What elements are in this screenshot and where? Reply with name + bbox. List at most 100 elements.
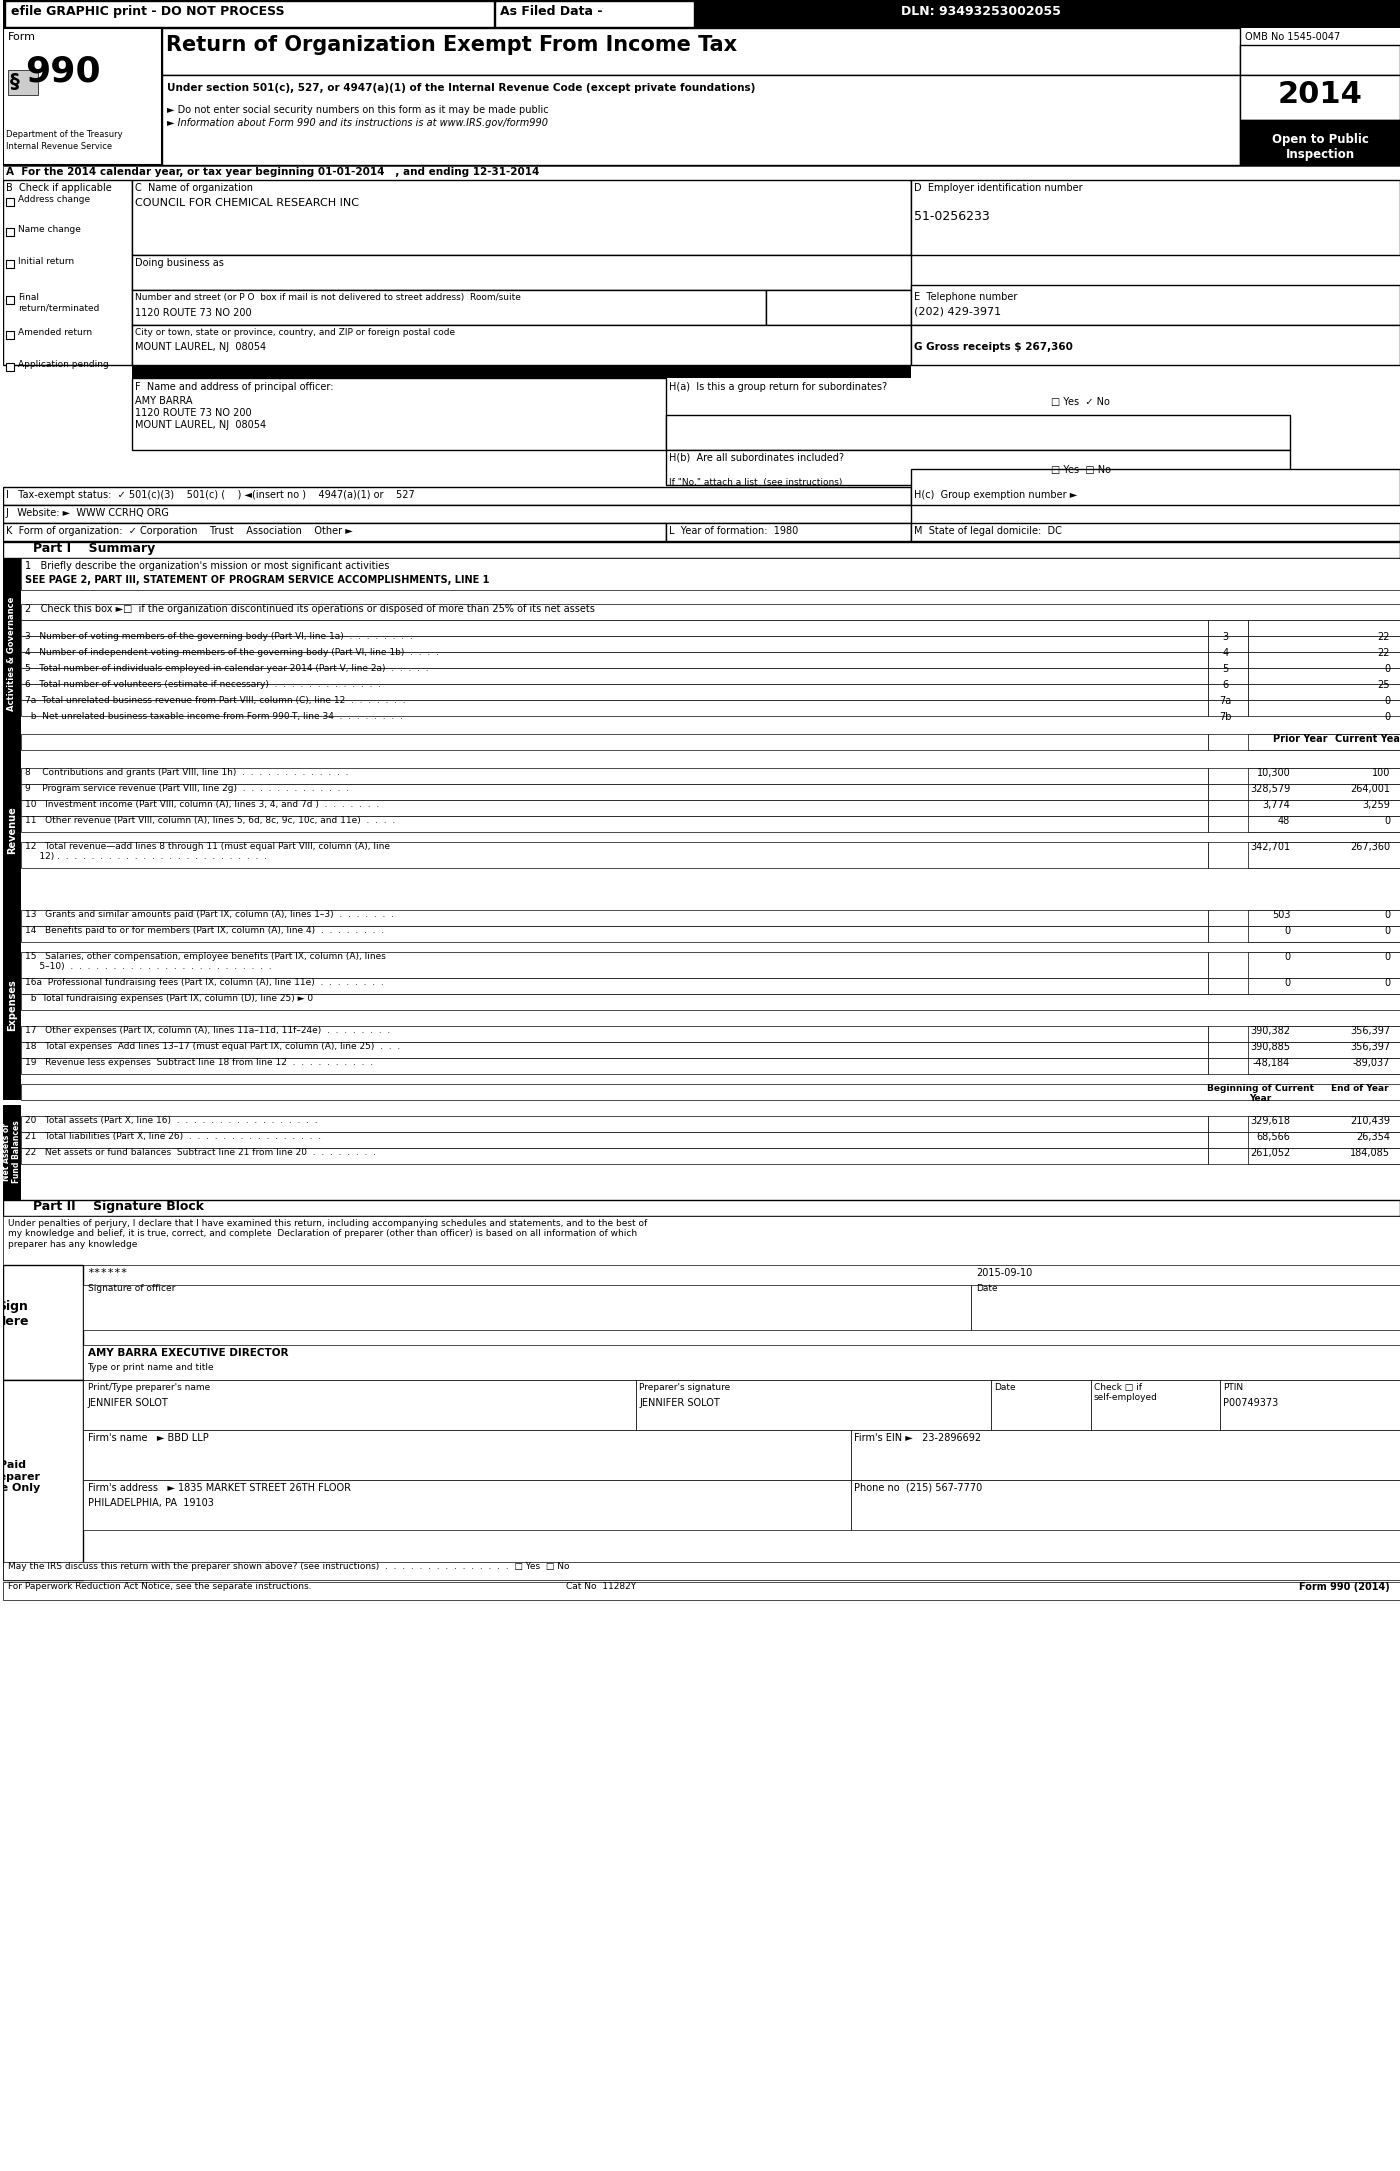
Bar: [3, 1266, 83, 1381]
Text: JENNIFER SOLOT: JENNIFER SOLOT: [88, 1398, 168, 1409]
Bar: [83, 1285, 970, 1331]
Bar: [3, 0, 1400, 28]
Text: 1   Briefly describe the organization's mission or most significant activities: 1 Briefly describe the organization's mi…: [25, 560, 389, 571]
Text: H(a)  Is this a group return for subordinates?: H(a) Is this a group return for subordin…: [669, 382, 888, 393]
Bar: [911, 180, 1400, 254]
Bar: [162, 76, 1240, 165]
Bar: [1249, 842, 1400, 868]
Text: 356,397: 356,397: [1350, 1042, 1390, 1053]
Bar: [1249, 621, 1400, 636]
Bar: [1208, 1116, 1400, 1131]
Text: 261,052: 261,052: [1250, 1148, 1291, 1157]
Text: 0: 0: [1383, 927, 1390, 936]
Text: 6: 6: [1222, 680, 1228, 690]
Bar: [1249, 734, 1400, 749]
Bar: [6, 228, 14, 237]
Bar: [1208, 910, 1400, 927]
Text: 0: 0: [1383, 697, 1390, 706]
Text: 13   Grants and similar amounts paid (Part IX, column (A), lines 1–3)  .  .  .  : 13 Grants and similar amounts paid (Part…: [25, 910, 393, 918]
Text: Part II    Signature Block: Part II Signature Block: [32, 1201, 203, 1214]
Text: Signature of officer: Signature of officer: [88, 1283, 175, 1294]
Bar: [6, 261, 14, 267]
Text: □ Yes  □ No: □ Yes □ No: [1050, 465, 1110, 475]
Text: 0: 0: [1383, 816, 1390, 825]
Text: L  Year of formation:  1980: L Year of formation: 1980: [669, 525, 798, 536]
Text: MOUNT LAUREL, NJ  08054: MOUNT LAUREL, NJ 08054: [136, 419, 266, 430]
Bar: [133, 326, 911, 365]
Text: 1120 ROUTE 73 NO 200: 1120 ROUTE 73 NO 200: [136, 408, 252, 419]
Text: 0: 0: [1383, 977, 1390, 988]
Text: May the IRS discuss this return with the preparer shown above? (see instructions: May the IRS discuss this return with the…: [8, 1561, 570, 1572]
Bar: [1249, 669, 1400, 684]
Bar: [3, 1381, 83, 1580]
Bar: [162, 28, 1240, 76]
Bar: [1208, 1148, 1400, 1164]
Text: 17   Other expenses (Part IX, column (A), lines 11a–11d, 11f–24e)  .  .  .  .  .: 17 Other expenses (Part IX, column (A), …: [25, 1027, 391, 1036]
Bar: [1249, 1116, 1400, 1131]
Text: Beginning of Current
Year: Beginning of Current Year: [1207, 1083, 1313, 1103]
Text: H(c)  Group exemption number ►: H(c) Group exemption number ►: [914, 491, 1077, 499]
Bar: [3, 1216, 1400, 1266]
Text: 26,354: 26,354: [1357, 1131, 1390, 1142]
Bar: [851, 1481, 1400, 1531]
Bar: [1249, 636, 1400, 651]
Bar: [3, 506, 911, 523]
Text: Open to Public
Inspection: Open to Public Inspection: [1271, 132, 1369, 161]
Bar: [1208, 684, 1249, 699]
Text: 184,085: 184,085: [1350, 1148, 1390, 1157]
Bar: [21, 816, 1208, 831]
Bar: [911, 523, 1400, 541]
Text: J   Website: ►  WWW CCRHQ ORG: J Website: ► WWW CCRHQ ORG: [6, 508, 169, 519]
Text: For Paperwork Reduction Act Notice, see the separate instructions.: For Paperwork Reduction Act Notice, see …: [8, 1583, 311, 1591]
Bar: [3, 910, 21, 1101]
Bar: [1249, 816, 1400, 831]
Bar: [21, 1042, 1208, 1057]
Text: 14   Benefits paid to or for members (Part IX, column (A), line 4)  .  .  .  .  : 14 Benefits paid to or for members (Part…: [25, 927, 384, 936]
Text: K  Form of organization:  ✓ Corporation    Trust    Association    Other ►: K Form of organization: ✓ Corporation Tr…: [6, 525, 353, 536]
Text: Name change: Name change: [18, 226, 81, 234]
Text: 390,885: 390,885: [1250, 1042, 1291, 1053]
Bar: [21, 734, 1208, 749]
Bar: [21, 604, 1400, 621]
Text: 210,439: 210,439: [1350, 1116, 1390, 1127]
Bar: [1091, 1381, 1221, 1431]
Bar: [666, 449, 1291, 484]
Bar: [21, 699, 1208, 716]
Text: Form: Form: [8, 33, 36, 41]
Bar: [1208, 977, 1400, 994]
Bar: [3, 1561, 1400, 1580]
Text: 10   Investment income (Part VIII, column (A), lines 3, 4, and 7d )  .  .  .  . : 10 Investment income (Part VIII, column …: [25, 799, 379, 810]
Text: Department of the Treasury: Department of the Treasury: [6, 130, 122, 139]
Text: 12) .  .  .  .  .  .  .  .  .  .  .  .  .  .  .  .  .  .  .  .  .  .  .  .  .: 12) . . . . . . . . . . . . . . . . . . …: [25, 851, 266, 862]
Bar: [21, 1148, 1208, 1164]
Text: Address change: Address change: [18, 195, 90, 204]
Bar: [1208, 927, 1400, 942]
Bar: [21, 651, 1208, 669]
Bar: [1249, 977, 1400, 994]
Bar: [21, 669, 1208, 684]
Bar: [4, 0, 494, 26]
Bar: [133, 367, 911, 378]
Text: 19   Revenue less expenses  Subtract line 18 from line 12  .  .  .  .  .  .  .  : 19 Revenue less expenses Subtract line 1…: [25, 1057, 372, 1066]
Bar: [83, 1481, 851, 1531]
Bar: [83, 1381, 637, 1431]
Bar: [1249, 684, 1400, 699]
Text: SEE PAGE 2, PART III, STATEMENT OF PROGRAM SERVICE ACCOMPLISHMENTS, LINE 1: SEE PAGE 2, PART III, STATEMENT OF PROGR…: [25, 575, 489, 584]
Text: 0: 0: [1383, 910, 1390, 921]
Text: 22: 22: [1378, 632, 1390, 643]
Text: MOUNT LAUREL, NJ  08054: MOUNT LAUREL, NJ 08054: [136, 343, 266, 352]
Bar: [911, 326, 1400, 365]
Bar: [3, 1583, 1400, 1600]
Bar: [21, 621, 1208, 636]
Text: AMY BARRA: AMY BARRA: [136, 395, 193, 406]
Bar: [666, 415, 1291, 449]
Text: Date: Date: [994, 1383, 1015, 1392]
Bar: [133, 254, 911, 291]
Bar: [3, 749, 21, 910]
Text: 1120 ROUTE 73 NO 200: 1120 ROUTE 73 NO 200: [136, 308, 252, 317]
Bar: [1249, 953, 1400, 977]
Text: 5: 5: [1222, 664, 1228, 673]
Text: OMB No 1545-0047: OMB No 1545-0047: [1246, 33, 1341, 41]
Text: 51-0256233: 51-0256233: [914, 211, 990, 224]
Bar: [3, 523, 666, 541]
